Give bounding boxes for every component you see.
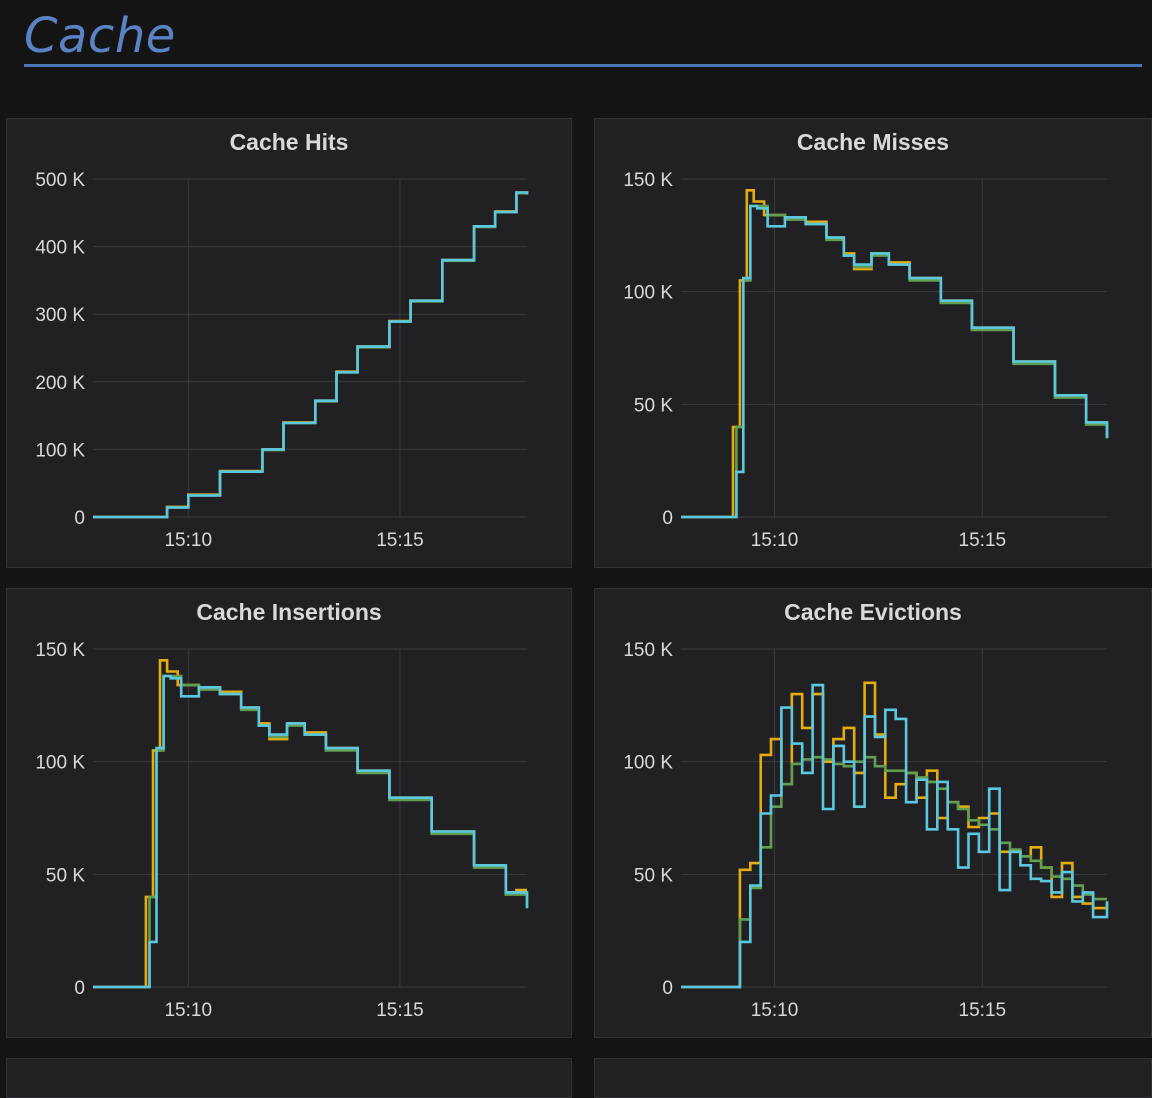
y-tick-label: 300 K	[35, 305, 85, 326]
y-tick-label: 150 K	[35, 640, 85, 661]
x-tick-label: 15:10	[751, 530, 799, 551]
y-tick-label: 50 K	[634, 395, 673, 416]
x-tick-label: 15:15	[959, 530, 1007, 551]
series-line	[93, 191, 529, 519]
y-tick-label: 50 K	[634, 865, 673, 886]
x-tick-label: 15:15	[376, 1000, 424, 1021]
y-tick-label: 500 K	[35, 170, 85, 191]
y-tick-label: 0	[74, 508, 85, 529]
y-tick-label: 0	[662, 508, 673, 529]
panel-next-right	[594, 1058, 1152, 1098]
y-tick-label: 100 K	[35, 440, 85, 461]
x-tick-label: 15:15	[959, 1000, 1007, 1021]
y-tick-label: 100 K	[623, 283, 673, 304]
series-line	[93, 191, 529, 519]
panel-cache-hits: Cache Hits 0 100 K 200 K 300 K 400 K 500 K 15:…	[6, 118, 572, 568]
x-tick-label: 15:10	[164, 1000, 212, 1021]
y-tick-label: 100 K	[35, 753, 85, 774]
series-line	[93, 674, 529, 989]
x-tick-label: 15:15	[376, 530, 424, 551]
series-line	[681, 204, 1109, 519]
series-line	[93, 659, 527, 989]
y-tick-label: 400 K	[35, 238, 85, 259]
x-tick-label: 15:10	[751, 1000, 799, 1021]
y-tick-label: 200 K	[35, 373, 85, 394]
series-line	[681, 683, 1109, 989]
panel-cache-insertions: Cache Insertions 0 50 K 100 K 150 K 15:10 15:…	[6, 588, 572, 1038]
series-line	[93, 191, 529, 519]
cache-insertions-chart: 0 50 K 100 K 150 K 15:10 15:15	[35, 640, 529, 1021]
panel-next-left	[6, 1058, 572, 1098]
panel-cache-evictions: Cache Evictions 0 50 K 100 K 150 K 15:10 15:1…	[594, 588, 1152, 1038]
y-tick-label: 150 K	[623, 640, 673, 661]
panel-title[interactable]: Cache Hits	[229, 129, 349, 155]
y-tick-label: 50 K	[46, 865, 85, 886]
panel-title[interactable]: Cache Evictions	[784, 599, 962, 625]
panel-title[interactable]: Cache Misses	[796, 129, 950, 155]
y-tick-label: 150 K	[623, 170, 673, 191]
y-tick-label: 0	[662, 978, 673, 999]
y-tick-label: 100 K	[623, 753, 673, 774]
cache-evictions-chart: 0 50 K 100 K 150 K 15:10 15:15	[623, 640, 1109, 1021]
cache-hits-chart: 0 100 K 200 K 300 K 400 K 500 K 15:10 15:15	[35, 170, 529, 551]
cache-misses-chart: 0 50 K 100 K 150 K 15:10 15:15	[623, 170, 1109, 551]
panel-cache-misses: Cache Misses 0 50 K 100 K 150 K 15:10 15:15	[594, 118, 1152, 568]
series-line	[681, 755, 1107, 989]
y-tick-label: 0	[74, 978, 85, 999]
series-line	[681, 189, 1109, 519]
panel-title[interactable]: Cache Insertions	[196, 599, 382, 625]
x-tick-label: 15:10	[164, 530, 212, 551]
section-header[interactable]: Cache	[24, 4, 1142, 67]
section-title[interactable]: Cache	[24, 8, 176, 64]
